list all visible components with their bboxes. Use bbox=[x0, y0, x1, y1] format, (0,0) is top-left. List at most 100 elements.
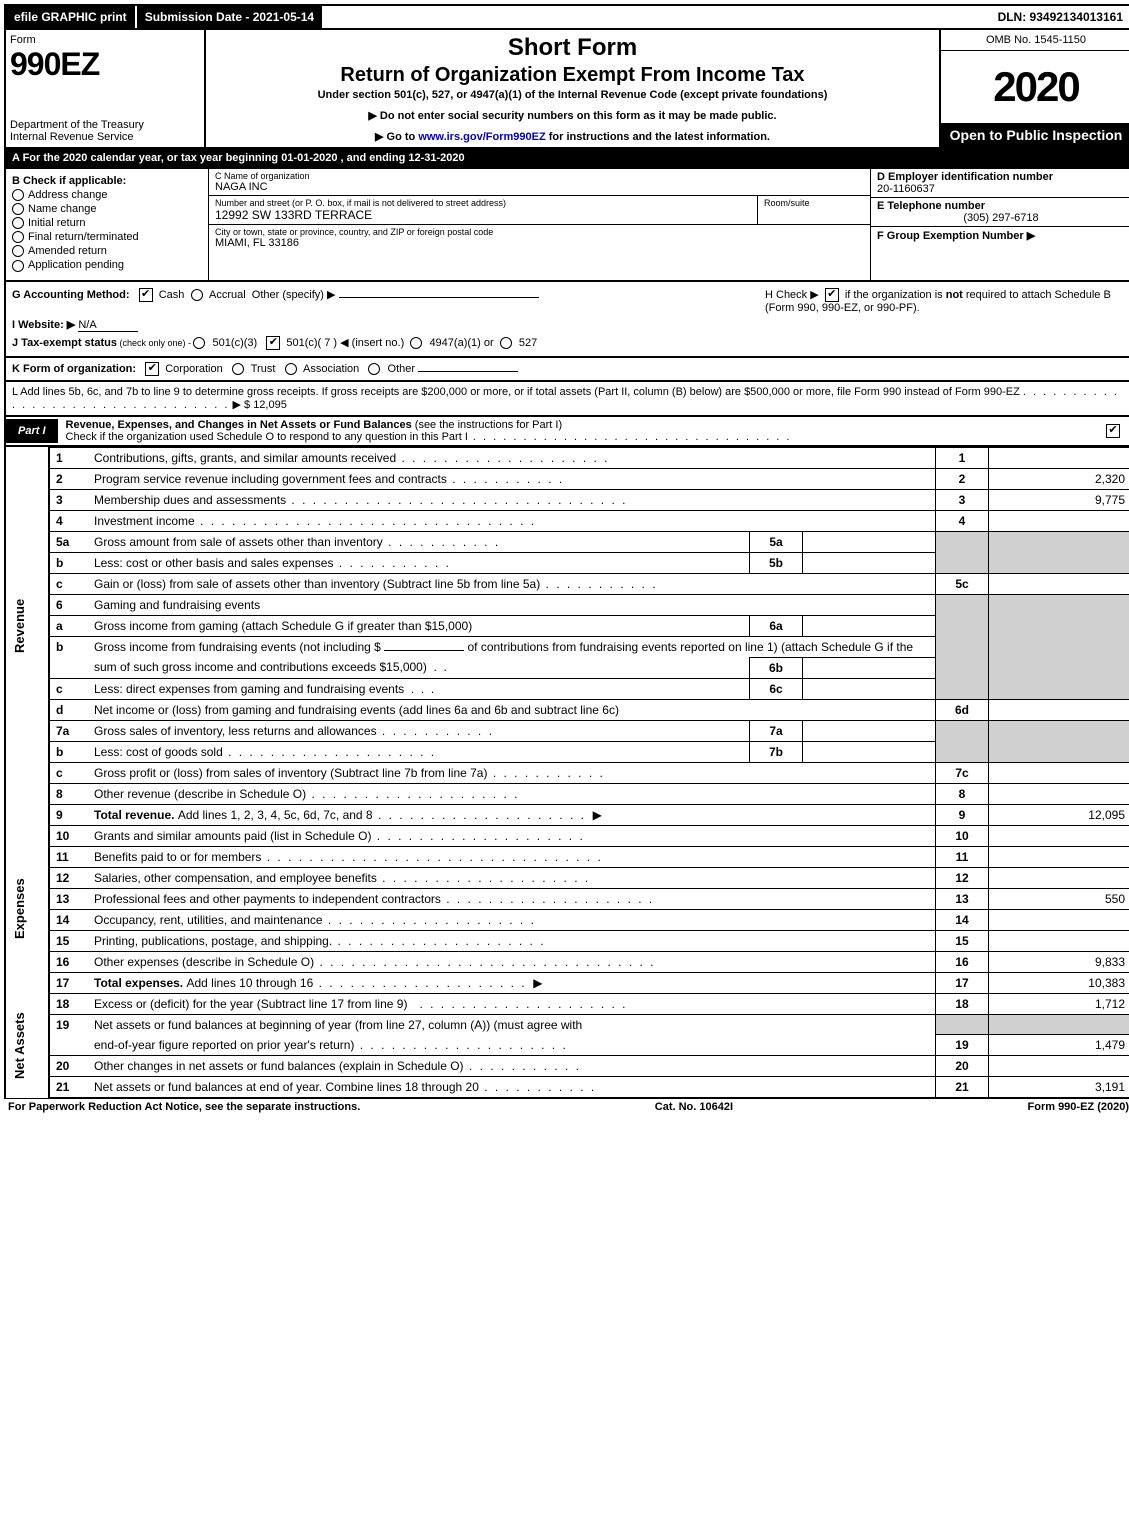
part1-tag: Part I bbox=[6, 419, 58, 443]
line-2-rv: 2,320 bbox=[989, 468, 1129, 489]
part1-checkbox[interactable] bbox=[1106, 424, 1120, 438]
line-7b-desc: Less: cost of goods sold bbox=[88, 741, 750, 762]
j-4947-radio[interactable] bbox=[410, 337, 422, 349]
line-6a-sn: 6a bbox=[750, 615, 803, 636]
line-6a-desc: Gross income from gaming (attach Schedul… bbox=[88, 615, 750, 636]
line-8-desc: Other revenue (describe in Schedule O) bbox=[88, 783, 936, 804]
line-15-rn: 15 bbox=[936, 930, 989, 951]
header-arrow-1: ▶ Do not enter social security numbers o… bbox=[210, 109, 935, 122]
line-5c-num: c bbox=[49, 573, 88, 594]
j-527-radio[interactable] bbox=[500, 337, 512, 349]
line-6c-num: c bbox=[49, 678, 88, 699]
k-assoc-radio[interactable] bbox=[285, 363, 297, 375]
line-19-desc-2: end-of-year figure reported on prior yea… bbox=[88, 1035, 936, 1056]
header-left: Form 990EZ Department of the Treasury In… bbox=[6, 30, 206, 147]
line-19-rv: 1,479 bbox=[989, 1035, 1129, 1056]
line-5b-sv bbox=[803, 552, 936, 573]
line-17-num: 17 bbox=[49, 972, 88, 993]
line-6c-sv bbox=[803, 678, 936, 699]
dept-treasury: Department of the Treasury bbox=[10, 119, 200, 131]
line-5a-num: 5a bbox=[49, 531, 88, 552]
irs-link[interactable]: www.irs.gov/Form990EZ bbox=[418, 131, 545, 143]
line-8-num: 8 bbox=[49, 783, 88, 804]
line-5a-sv bbox=[803, 531, 936, 552]
c-city-row: City or town, state or province, country… bbox=[209, 225, 870, 280]
line-15-desc: Printing, publications, postage, and shi… bbox=[88, 930, 936, 951]
g-accrual: Accrual bbox=[209, 289, 246, 301]
b-final-return[interactable]: Final return/terminated bbox=[12, 231, 202, 243]
b-address-change[interactable]: Address change bbox=[12, 189, 202, 201]
j-501c-cb[interactable] bbox=[266, 336, 280, 350]
k-other-radio[interactable] bbox=[368, 363, 380, 375]
line-19-shade-v bbox=[989, 1014, 1129, 1035]
f-label: F Group Exemption Number ▶ bbox=[877, 230, 1035, 242]
b-label: B Check if applicable: bbox=[12, 175, 202, 187]
line-20-num: 20 bbox=[49, 1056, 88, 1077]
side-label-netassets: Net Assets bbox=[5, 993, 49, 1098]
k-trust-radio[interactable] bbox=[232, 363, 244, 375]
k-assoc: Association bbox=[303, 363, 359, 375]
line-7ab-shade bbox=[936, 720, 989, 762]
line-18-rn: 18 bbox=[936, 993, 989, 1014]
k-other: Other bbox=[388, 363, 416, 375]
line-6a-sv bbox=[803, 615, 936, 636]
line-18-desc: Excess or (deficit) for the year (Subtra… bbox=[88, 993, 936, 1014]
line-7c-num: c bbox=[49, 762, 88, 783]
open-to-public: Open to Public Inspection bbox=[941, 123, 1129, 147]
line-1-desc: Contributions, gifts, grants, and simila… bbox=[88, 447, 936, 468]
g-accrual-radio[interactable] bbox=[191, 289, 203, 301]
g-label: G Accounting Method: bbox=[12, 289, 130, 301]
g-cash-cb[interactable] bbox=[139, 288, 153, 302]
footer-right: Form 990-EZ (2020) bbox=[1028, 1101, 1129, 1113]
h-checkbox[interactable] bbox=[825, 288, 839, 302]
efile-label[interactable]: efile GRAPHIC print bbox=[6, 6, 135, 28]
line-17-rv: 10,383 bbox=[989, 972, 1129, 993]
line-9-rn: 9 bbox=[936, 804, 989, 825]
h-box: H Check ▶ if the organization is not req… bbox=[765, 288, 1125, 314]
k-other-input[interactable] bbox=[418, 371, 518, 372]
j-row: J Tax-exempt status (check only one) - 5… bbox=[12, 336, 1125, 350]
block-ghij: H Check ▶ if the organization is not req… bbox=[4, 282, 1129, 358]
line-3-num: 3 bbox=[49, 489, 88, 510]
line-6b-desc-2: sum of such gross income and contributio… bbox=[88, 657, 750, 678]
h-l2: if the organization is bbox=[845, 289, 946, 301]
part1-check: Check if the organization used Schedule … bbox=[66, 431, 468, 443]
b-amended-return[interactable]: Amended return bbox=[12, 245, 202, 257]
line-20-rv bbox=[989, 1056, 1129, 1077]
line-1-rn: 1 bbox=[936, 447, 989, 468]
row-l: L Add lines 5b, 6c, and 7b to line 9 to … bbox=[4, 382, 1129, 417]
b-name-change[interactable]: Name change bbox=[12, 203, 202, 215]
line-7a-sn: 7a bbox=[750, 720, 803, 741]
j-sub: (check only one) - bbox=[117, 338, 194, 348]
line-12-rv bbox=[989, 867, 1129, 888]
line-7ab-shade-v bbox=[989, 720, 1129, 762]
line-7b-sn: 7b bbox=[750, 741, 803, 762]
line-2-desc: Program service revenue including govern… bbox=[88, 468, 936, 489]
line-21-rv: 3,191 bbox=[989, 1077, 1129, 1099]
line-9-desc: Total revenue. Add lines 1, 2, 3, 4, 5c,… bbox=[88, 804, 936, 825]
line-11-desc: Benefits paid to or for members bbox=[88, 846, 936, 867]
line-6b-amount[interactable] bbox=[384, 650, 464, 651]
c-addr-label: Number and street (or P. O. box, if mail… bbox=[215, 198, 751, 208]
b-initial-return[interactable]: Initial return bbox=[12, 217, 202, 229]
line-4-rn: 4 bbox=[936, 510, 989, 531]
g-other-input[interactable] bbox=[339, 297, 539, 298]
i-website-value: N/A bbox=[78, 319, 138, 332]
line-6a-num: a bbox=[49, 615, 88, 636]
j-501c3-radio[interactable] bbox=[193, 337, 205, 349]
line-5ab-shade-v bbox=[989, 531, 1129, 573]
line-5b-sn: 5b bbox=[750, 552, 803, 573]
c-addr-row: Number and street (or P. O. box, if mail… bbox=[209, 196, 870, 225]
line-5c-rv bbox=[989, 573, 1129, 594]
line-8-rn: 8 bbox=[936, 783, 989, 804]
line-3-rv: 9,775 bbox=[989, 489, 1129, 510]
h-check: H Check ▶ bbox=[765, 289, 819, 301]
line-14-num: 14 bbox=[49, 909, 88, 930]
part1-title-text: Revenue, Expenses, and Changes in Net As… bbox=[66, 419, 412, 431]
k-corp-cb[interactable] bbox=[145, 362, 159, 376]
b-application-pending[interactable]: Application pending bbox=[12, 259, 202, 271]
line-14-rn: 14 bbox=[936, 909, 989, 930]
line-5a-desc: Gross amount from sale of assets other t… bbox=[88, 531, 750, 552]
dept-irs: Internal Revenue Service bbox=[10, 131, 200, 143]
header-subtitle: Under section 501(c), 527, or 4947(a)(1)… bbox=[210, 89, 935, 101]
